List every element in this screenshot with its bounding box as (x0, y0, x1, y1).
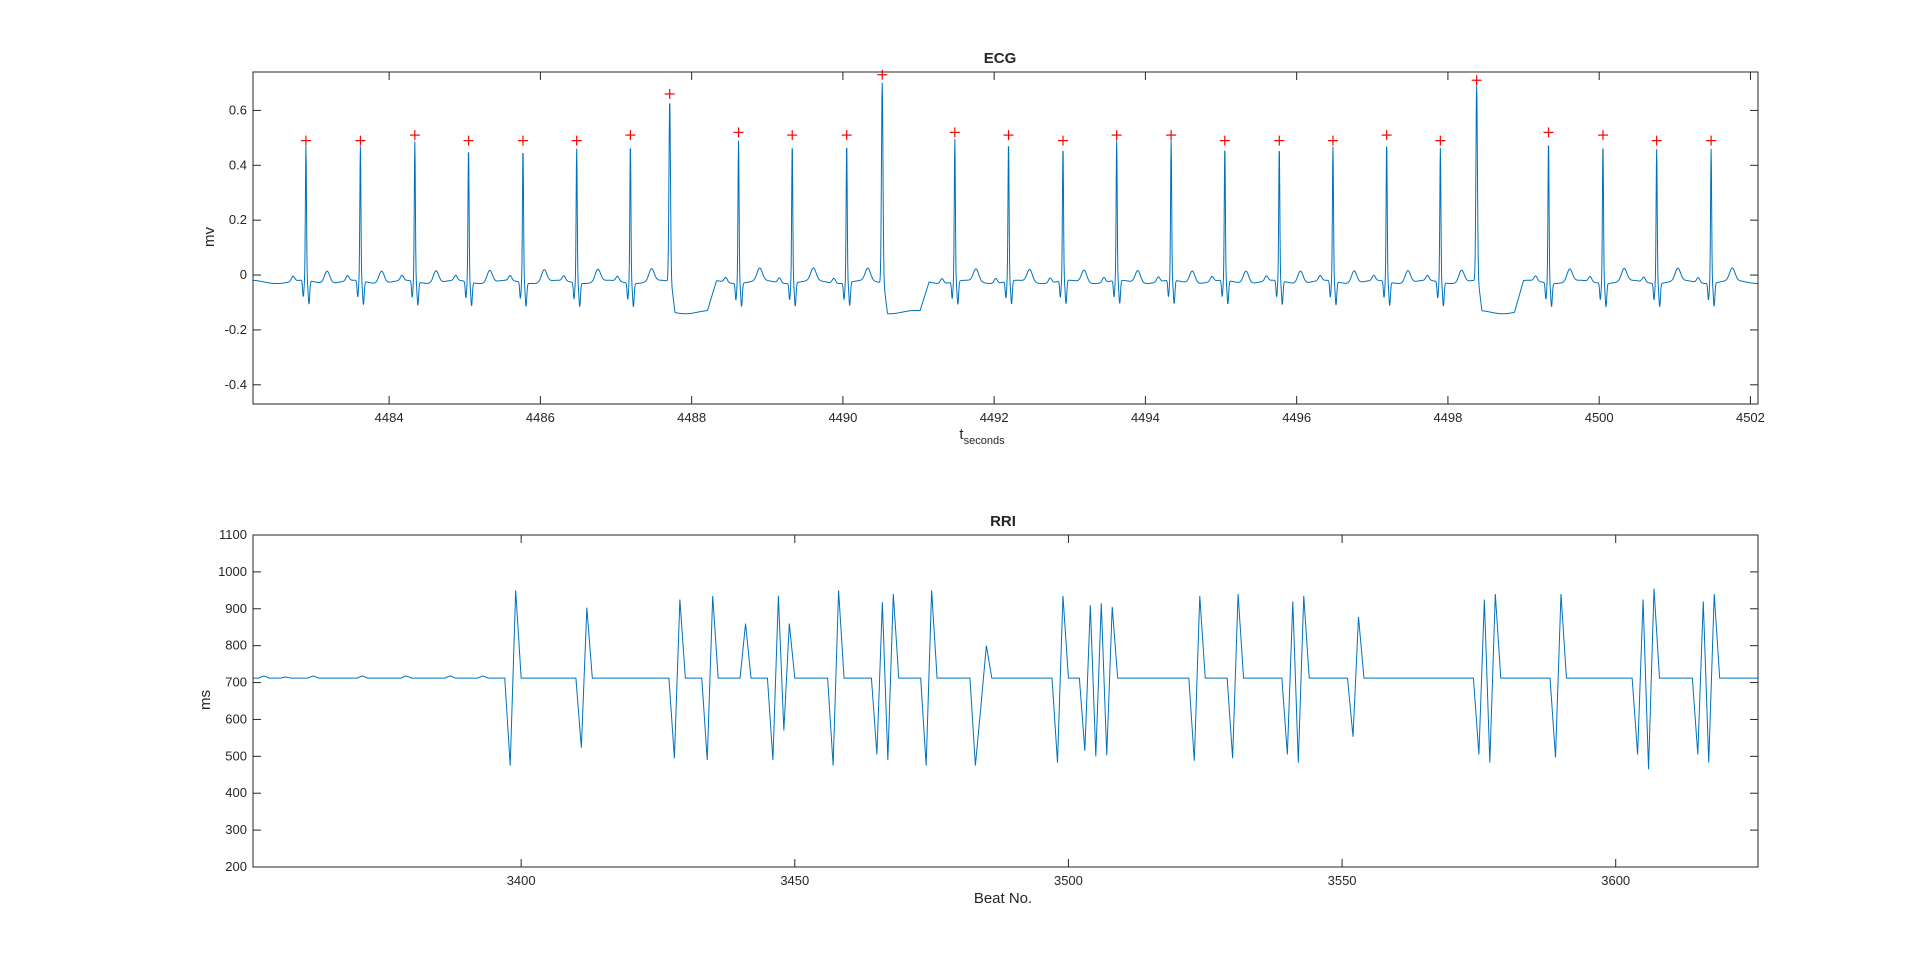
rri-axes: RRI ms Beat No. 3400 3450 3500 3550 36002003… (197, 513, 1759, 907)
r-peak-marker (409, 130, 420, 141)
ecg-ticks: 4484 4486 4488 4490 4492 4494 4496 4498 4500 4502… (225, 72, 1765, 425)
r-peak-marker (733, 127, 744, 138)
x-tick-label: 4494 (1131, 410, 1160, 425)
ecg-trace (252, 82, 1759, 315)
r-peak-marker (787, 130, 798, 141)
x-tick-label: 4484 (375, 410, 404, 425)
rri-ticks: 3400 3450 3500 3550 3600 200 300 400 500 600 700 80… (218, 527, 1758, 888)
ecg-r-peak-markers (300, 69, 1717, 146)
y-tick-label: 1000 (218, 564, 247, 579)
r-peak-marker (355, 135, 366, 146)
x-tick-label: 4498 (1433, 410, 1462, 425)
ecg-axes: ECG mv tseconds 4484 4486 4488 4490 4492 4494… (201, 50, 1765, 447)
y-tick-label: 0 (240, 267, 247, 282)
y-tick-label: 0.4 (229, 157, 247, 172)
y-tick-label: -0.2 (225, 322, 247, 337)
rri-trace (253, 588, 1758, 770)
y-tick-label: 800 (225, 638, 247, 653)
ecg-line (252, 82, 1759, 315)
r-peak-marker (1651, 135, 1662, 146)
y-tick-label: -0.4 (225, 377, 247, 392)
rri-line (253, 588, 1758, 770)
x-tick-label: 4486 (526, 410, 555, 425)
y-tick-label: 400 (225, 785, 247, 800)
x-tick-label: 4492 (980, 410, 1009, 425)
rri-plot-box (252, 534, 1759, 868)
x-tick-label: 3600 (1601, 873, 1630, 888)
ecg-ylabel: mv (201, 227, 218, 247)
r-peak-marker (571, 135, 582, 146)
x-tick-label: 3550 (1328, 873, 1357, 888)
r-peak-marker (877, 69, 888, 80)
r-peak-marker (517, 135, 528, 146)
r-peak-marker (1471, 75, 1482, 86)
y-tick-label: 700 (225, 675, 247, 690)
r-peak-marker (1111, 130, 1122, 141)
r-peak-marker (1543, 127, 1554, 138)
x-tick-label: 3450 (780, 873, 809, 888)
y-tick-label: 300 (225, 822, 247, 837)
r-peak-marker (300, 135, 311, 146)
r-peak-marker (1003, 130, 1014, 141)
r-peak-marker (625, 130, 636, 141)
x-tick-label: 3500 (1054, 873, 1083, 888)
x-tick-label: 4502 (1736, 410, 1765, 425)
r-peak-marker (1706, 135, 1717, 146)
r-peak-marker (1219, 135, 1230, 146)
r-peak-marker (1057, 135, 1068, 146)
x-tick-label: 4500 (1585, 410, 1614, 425)
rri-xlabel: Beat No. (974, 890, 1032, 907)
rri-title: RRI (990, 513, 1016, 530)
y-tick-label: 900 (225, 601, 247, 616)
y-tick-label: 0.2 (229, 212, 247, 227)
y-tick-label: 200 (225, 859, 247, 874)
r-peak-marker (1274, 135, 1285, 146)
r-peak-marker (1381, 130, 1392, 141)
r-peak-marker (1597, 130, 1608, 141)
ecg-title: ECG (984, 50, 1017, 67)
rri-ylabel: ms (197, 690, 214, 710)
x-tick-label: 4490 (828, 410, 857, 425)
r-peak-marker (664, 88, 675, 99)
y-tick-label: 0.6 (229, 102, 247, 117)
r-peak-marker (949, 127, 960, 138)
ecg-xlabel-subscript: seconds (964, 435, 1005, 447)
y-tick-label: 1100 (219, 527, 247, 542)
y-tick-label: 600 (225, 711, 247, 726)
x-tick-label: 4496 (1282, 410, 1311, 425)
x-tick-label: 3400 (507, 873, 536, 888)
r-peak-marker (1435, 135, 1446, 146)
r-peak-marker (463, 135, 474, 146)
r-peak-marker (1166, 130, 1177, 141)
y-tick-label: 500 (225, 748, 247, 763)
ecg-plot-box (252, 71, 1759, 405)
x-tick-label: 4488 (677, 410, 706, 425)
r-peak-marker (1327, 135, 1338, 146)
r-peak-marker (841, 130, 852, 141)
ecg-xlabel: tseconds (959, 426, 1005, 447)
ecg-xlabel-main: t (959, 426, 964, 443)
